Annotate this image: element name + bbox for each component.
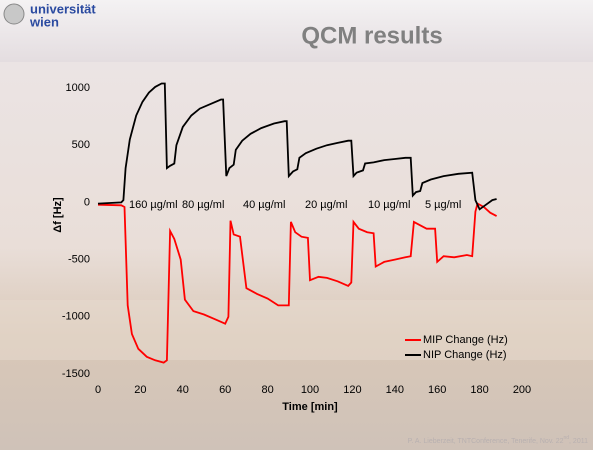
x-tick-label: 60	[219, 384, 231, 396]
y-axis-label: Δf [Hz]	[52, 197, 64, 233]
x-tick-label: 120	[343, 384, 361, 396]
logo-icon	[3, 3, 25, 25]
x-tick-label: 180	[470, 384, 488, 396]
footer-sup: nd	[563, 435, 569, 441]
annotation: 40 µg/ml	[243, 199, 285, 211]
x-tick-label: 80	[261, 384, 273, 396]
annotation: 10 µg/ml	[368, 199, 410, 211]
y-tick-label: 1000	[66, 82, 90, 94]
y-tick-label: -500	[68, 254, 90, 266]
annotation: 5 µg/ml	[425, 199, 461, 211]
footer: P. A. Lieberzeit, TNTConference, Tenerif…	[408, 435, 589, 445]
footer-text: , 2011	[569, 438, 588, 445]
x-tick-label: 20	[134, 384, 146, 396]
x-tick-label: 0	[95, 384, 101, 396]
logo-text: wien	[29, 14, 59, 29]
annotation: 80 µg/ml	[182, 199, 224, 211]
annotation: 20 µg/ml	[305, 199, 347, 211]
y-tick-label: 500	[72, 139, 90, 151]
header-band	[0, 0, 593, 62]
x-tick-label: 100	[301, 384, 319, 396]
footer-text: P. A. Lieberzeit, TNTConference, Tenerif…	[408, 438, 564, 445]
x-tick-label: 160	[428, 384, 446, 396]
series-line	[97, 202, 498, 364]
x-tick-label: 140	[386, 384, 404, 396]
legend-label: MIP Change (Hz)	[423, 334, 508, 346]
logo-text: universität	[30, 1, 96, 16]
y-tick-label: 0	[84, 196, 90, 208]
x-tick-label: 200	[513, 384, 531, 396]
slide-title: QCM results	[301, 22, 442, 49]
x-tick-label: 40	[177, 384, 189, 396]
y-tick-label: -1500	[62, 368, 90, 380]
building-shade	[0, 300, 593, 360]
x-axis-label: Time [min]	[282, 401, 338, 413]
legend-label: NIP Change (Hz)	[423, 349, 507, 361]
y-tick-label: -1000	[62, 311, 90, 323]
annotation: 160 µg/ml	[129, 199, 178, 211]
series-line	[97, 82, 497, 211]
